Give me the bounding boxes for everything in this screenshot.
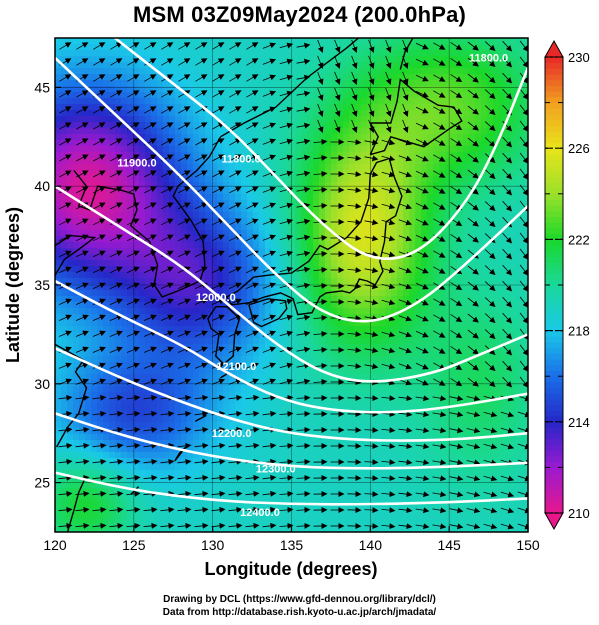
y-tick-label: 40 [34,178,50,194]
contour-11900.0 [55,56,528,323]
colorbar-tick-label: 226 [568,141,590,156]
wind-vectors [58,39,528,530]
contour-labels: 11800.0 11800.0 11900.0 12000.0 12100.0 12200… [117,53,508,519]
plot-area: 11800.0 11800.0 11900.0 12000.0 12100.0 12200… [55,38,528,532]
colorbar-tick-label: 222 [568,232,590,247]
contour-label: 12000.0 [196,292,236,304]
colorbar-tick-label: 214 [568,415,590,430]
y-tick-label: 35 [34,277,50,293]
contour-label: 11900.0 [117,157,156,169]
x-axis-label: Longitude (degrees) [204,559,377,579]
contour-label: 12300.0 [256,464,296,476]
x-tick-label: 140 [359,537,383,553]
x-tick-label: 150 [516,537,540,553]
colorbar-tick-label: 210 [568,506,590,521]
chart-title: MSM 03Z09May2024 (200.0hPa) [132,2,467,27]
x-axis: 120 125 130 135 140 145 150 [43,526,540,553]
colorbar-min-arrow [544,512,564,531]
height-contours [55,38,528,506]
contour-11800.0 [112,38,528,261]
contour-label: 11800.0 [469,53,508,65]
credit-data-source: Data from http://database.rish.kyoto-u.a… [162,607,437,618]
x-tick-label: 135 [280,537,304,553]
contour-12200.0 [55,347,528,442]
colorbar-tick-label: 218 [568,324,590,339]
contour-12300.0 [55,412,528,470]
contour-12100.0 [55,279,528,414]
contour-label: 12100.0 [216,361,256,373]
contour-label: 12200.0 [212,428,252,440]
colorbar: 210 214 218 222 226 230 [544,39,590,531]
y-tick-label: 25 [34,475,50,491]
contour-12000.0 [55,185,528,383]
y-tick-label: 30 [34,376,50,392]
contour-12400.0 [55,471,528,506]
x-tick-label: 130 [201,537,225,553]
contour-label: 12400.0 [240,507,280,519]
colorbar-max-arrow [544,39,564,58]
y-tick-label: 45 [34,79,50,95]
x-tick-label: 125 [122,537,146,553]
y-axis: 25 30 35 40 45 [34,79,61,491]
contour-label: 11800.0 [221,153,260,165]
colorbar-tick-label: 230 [568,50,590,65]
x-tick-label: 145 [437,537,461,553]
x-tick-label: 120 [43,537,67,553]
credit-drawing: Drawing by DCL (https://www.gfd-dennou.o… [163,594,436,605]
y-axis-label: Latitude (degrees) [3,207,23,363]
